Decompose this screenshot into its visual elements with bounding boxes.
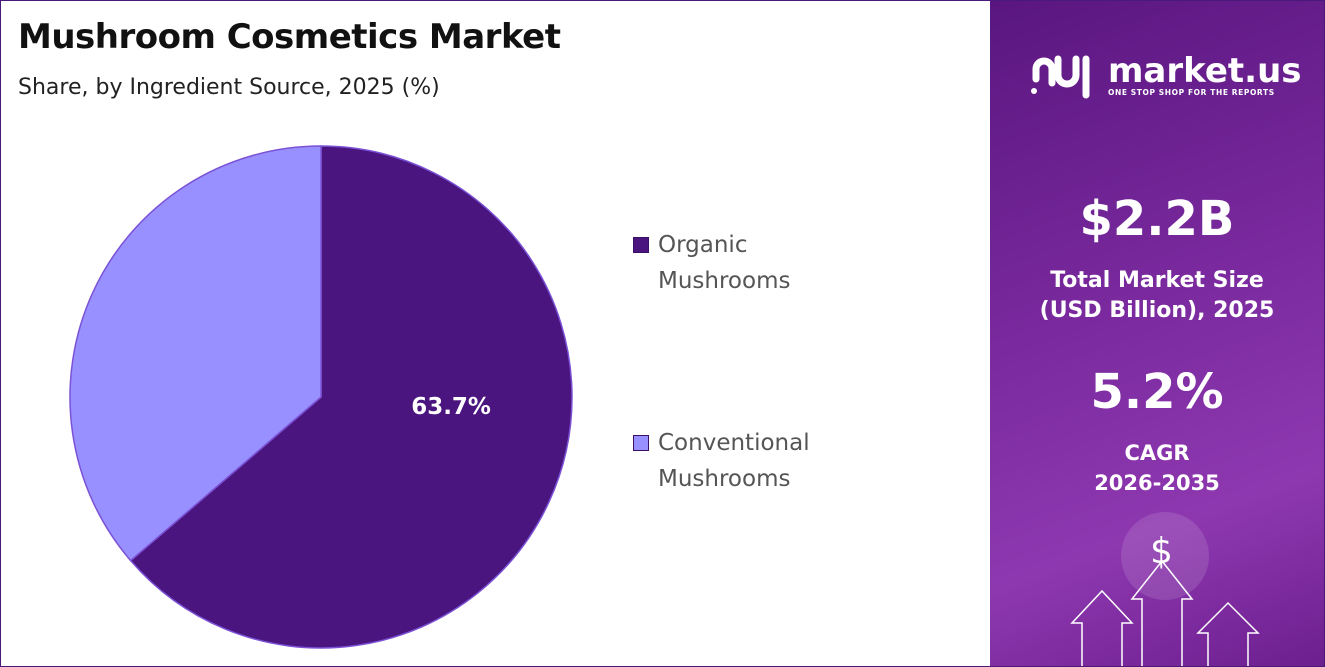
cagr-label: CAGR 2026-2035 [990, 438, 1324, 498]
label-line: Total Market Size [1050, 268, 1264, 293]
brand-name: market.us [1108, 51, 1302, 91]
data-label: 63.7% [411, 394, 491, 420]
legend-item: Conventional Mushrooms [633, 425, 933, 497]
chart-subtitle: Share, by Ingredient Source, 2025 (%) [18, 75, 440, 100]
legend-swatch [633, 435, 649, 451]
legend-item: Organic Mushrooms [633, 227, 933, 299]
coin-deco [1121, 512, 1209, 600]
market-size: $2.2B [1079, 191, 1235, 247]
label-line: CAGR [1124, 441, 1190, 465]
logo-icon [1031, 55, 1090, 99]
label-line: (USD Billion), 2025 [1039, 298, 1275, 323]
legend-swatch [633, 237, 649, 253]
label-line: 2026-2035 [1094, 471, 1220, 495]
panel-graphics [1031, 55, 1260, 666]
legend-label: Conventional Mushrooms [658, 430, 810, 492]
brand-tagline: ONE STOP SHOP FOR THE REPORTS [1108, 88, 1275, 97]
side-panel: market.us ONE STOP SHOP FOR THE REPORTS … [990, 1, 1324, 666]
arrows-deco [1070, 559, 1260, 666]
pie-slice [129, 145, 573, 649]
legend-label: Organic Mushrooms [658, 232, 791, 294]
pie-slice [69, 145, 322, 562]
cagr-value: 5.2% [1090, 364, 1224, 420]
market-size-label: Total Market Size (USD Billion), 2025 [990, 266, 1324, 326]
currency-symbol: $ [1150, 531, 1173, 572]
chart-title: Mushroom Cosmetics Market [18, 17, 561, 57]
pie-chart: 63.7% [69, 145, 573, 649]
